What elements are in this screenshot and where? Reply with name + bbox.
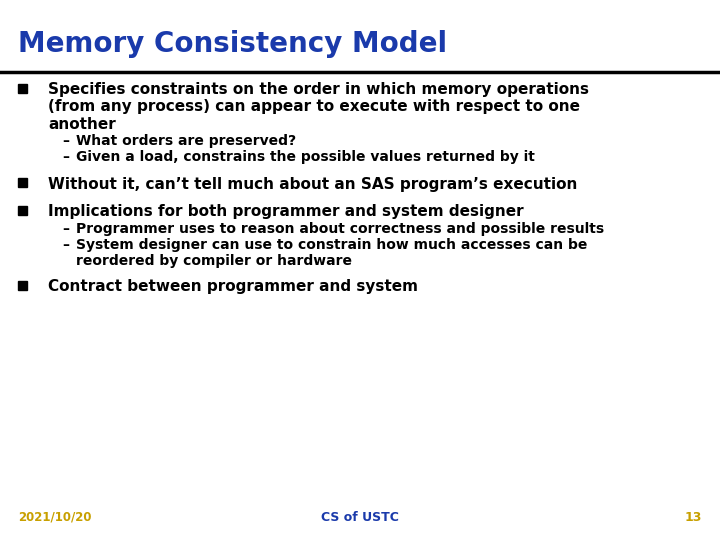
- Text: Specifies constraints on the order in which memory operations: Specifies constraints on the order in wh…: [48, 82, 589, 97]
- FancyBboxPatch shape: [17, 206, 27, 214]
- Text: –: –: [62, 134, 69, 149]
- Text: 2021/10/20: 2021/10/20: [18, 511, 91, 524]
- FancyBboxPatch shape: [17, 178, 27, 187]
- Text: reordered by compiler or hardware: reordered by compiler or hardware: [76, 253, 352, 267]
- Text: System designer can use to constrain how much accesses can be: System designer can use to constrain how…: [76, 238, 588, 252]
- Text: 13: 13: [685, 511, 702, 524]
- Text: Contract between programmer and system: Contract between programmer and system: [48, 280, 418, 294]
- Text: –: –: [62, 221, 69, 235]
- Text: What orders are preserved?: What orders are preserved?: [76, 134, 296, 149]
- Text: (from any process) can appear to execute with respect to one: (from any process) can appear to execute…: [48, 99, 580, 114]
- Text: Without it, can’t tell much about an SAS program’s execution: Without it, can’t tell much about an SAS…: [48, 177, 577, 192]
- Text: CS of USTC: CS of USTC: [321, 511, 399, 524]
- Text: –: –: [62, 151, 69, 165]
- Text: another: another: [48, 117, 116, 132]
- FancyBboxPatch shape: [17, 84, 27, 93]
- Text: –: –: [62, 238, 69, 252]
- Text: Given a load, constrains the possible values returned by it: Given a load, constrains the possible va…: [76, 151, 535, 165]
- Text: Programmer uses to reason about correctness and possible results: Programmer uses to reason about correctn…: [76, 221, 604, 235]
- Text: Memory Consistency Model: Memory Consistency Model: [18, 30, 447, 58]
- Text: Implications for both programmer and system designer: Implications for both programmer and sys…: [48, 204, 523, 219]
- FancyBboxPatch shape: [17, 281, 27, 290]
